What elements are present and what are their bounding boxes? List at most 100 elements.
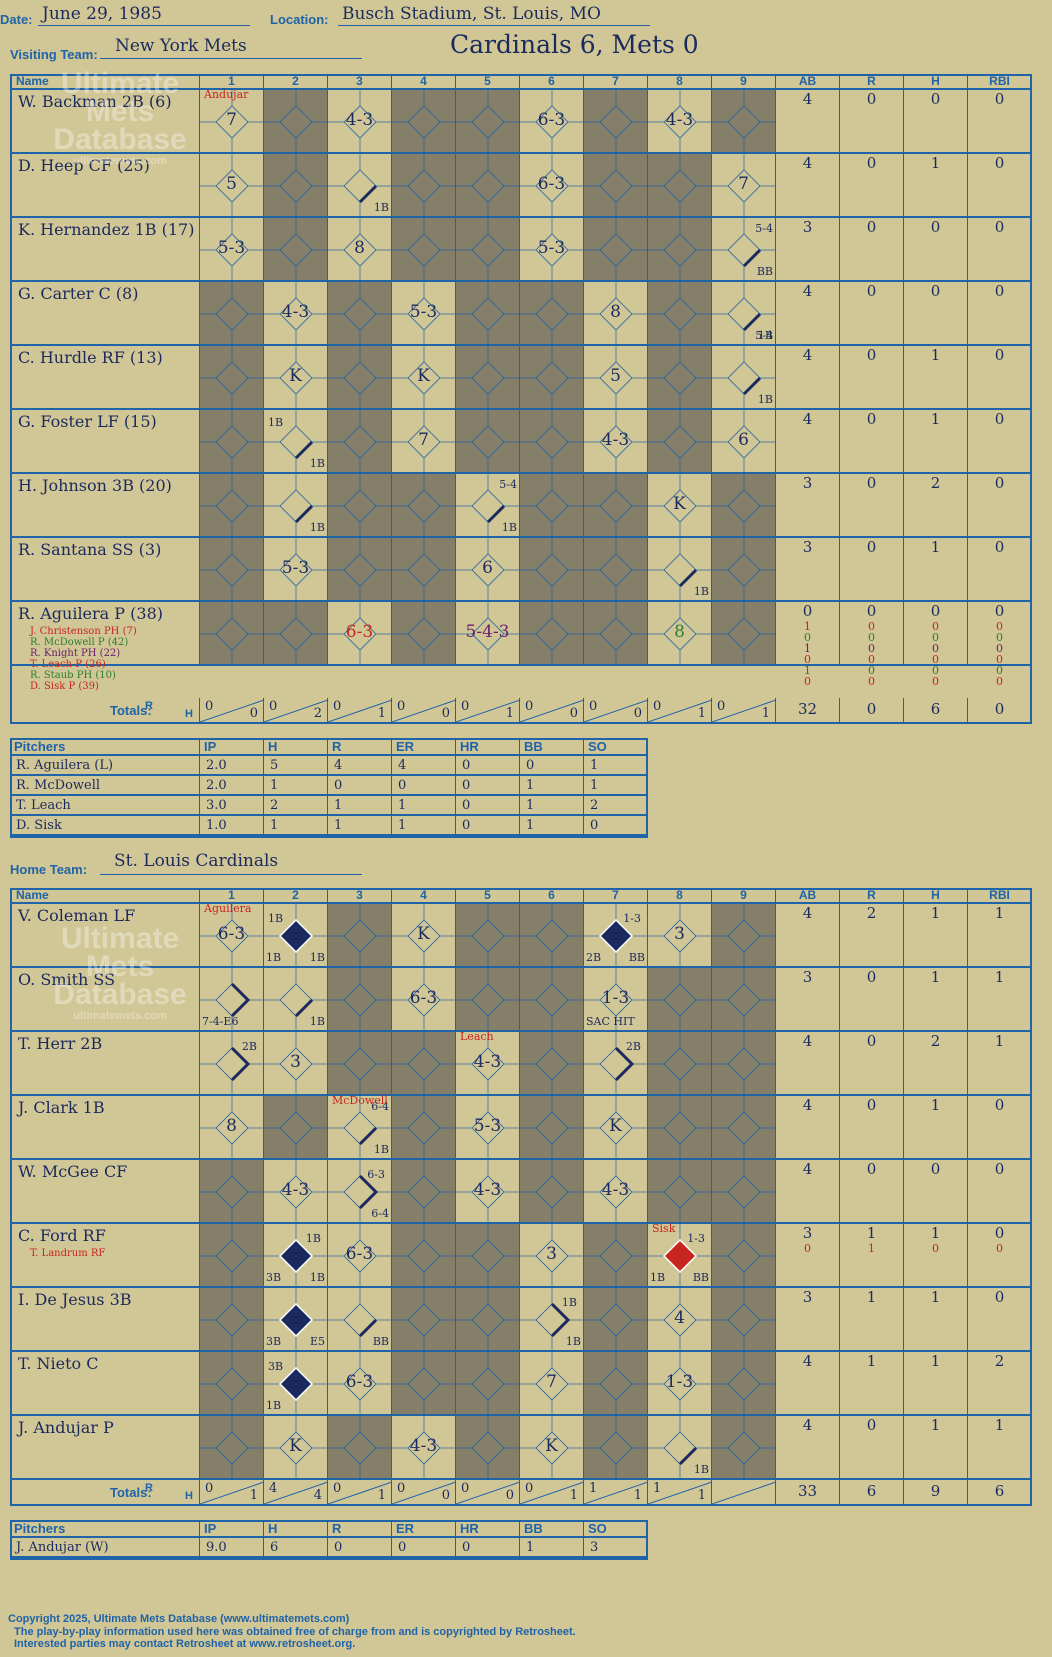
diamond-icon xyxy=(200,1224,264,1288)
stat-r: 0 xyxy=(840,346,904,410)
pitcher-stat: 1.0 xyxy=(200,816,264,836)
visitors-col-header: R xyxy=(840,74,904,90)
total-value: 6 xyxy=(930,700,941,718)
visitors-col-header: 6 xyxy=(520,74,584,90)
visitors-col-header: 9 xyxy=(712,74,776,90)
home-col-header: 8 xyxy=(648,888,712,904)
pitcher-change-note: Aguilera xyxy=(204,902,252,915)
diamond-icon xyxy=(520,1096,584,1160)
pitcher-name: R. Aguilera (L) xyxy=(10,756,200,776)
pitcher-stat: 2 xyxy=(584,796,648,816)
diamond-icon xyxy=(392,1416,456,1480)
inning-cell xyxy=(328,904,392,968)
hit-label: 1B xyxy=(309,1015,325,1028)
inning-cell xyxy=(328,282,392,346)
play-result: 4-3 xyxy=(473,1180,502,1200)
player-row: I. De Jesus 3B xyxy=(10,1288,200,1352)
stat-value: 0 xyxy=(866,282,877,300)
inning-hits: 1 xyxy=(377,706,386,721)
stat-rbi: 0 xyxy=(968,538,1032,602)
pitcher-value: 0 xyxy=(462,818,471,833)
inning-hits: 0 xyxy=(441,706,450,721)
pitcher-stat: 9.0 xyxy=(200,1538,264,1558)
diamond-icon xyxy=(392,1160,456,1224)
visitors-col-header: RBI xyxy=(968,74,1032,90)
pitchers-header: BB xyxy=(520,738,584,756)
visitors-col-header: 7 xyxy=(584,74,648,90)
diamond-icon xyxy=(520,282,584,346)
home-col-header: 6 xyxy=(520,888,584,904)
total-h: 6 xyxy=(904,698,968,724)
stat-r: 0 xyxy=(840,282,904,346)
total-rbi: 6 xyxy=(968,1480,1032,1506)
play-result: K xyxy=(289,366,302,386)
inning-cell: 1B 6-4 McDowell xyxy=(328,1094,392,1160)
stat-value: 0 xyxy=(930,90,941,108)
diamond-icon xyxy=(328,602,392,666)
pitcher-stat: 0 xyxy=(328,1538,392,1558)
play-result: 5 xyxy=(610,366,621,386)
player-row: J. Clark 1B xyxy=(10,1096,200,1160)
inning-cell xyxy=(456,1416,520,1480)
inning-cell: 1-3 2B BB xyxy=(584,904,648,968)
stat-rbi: 0 xyxy=(968,1160,1032,1224)
inning-cell: 7 xyxy=(712,154,776,218)
diamond-icon xyxy=(328,90,392,154)
stat-rbi: 0 xyxy=(968,282,1032,346)
play-result: 7 xyxy=(738,174,749,194)
sub-stat-value: 0 xyxy=(804,653,811,666)
play-result: 5-3 xyxy=(473,1116,502,1136)
diamond-icon xyxy=(456,218,520,282)
diamond-icon xyxy=(712,282,776,346)
inning-cell: 8 xyxy=(648,602,712,666)
stat-r: 1 xyxy=(840,1352,904,1416)
diamond-icon xyxy=(264,1288,328,1352)
inning-cell xyxy=(392,602,456,666)
diamond-icon xyxy=(584,1160,648,1224)
pitcher-value: 1 xyxy=(334,798,343,813)
inning-runs: 0 xyxy=(397,699,406,714)
diamond-icon xyxy=(328,1032,392,1096)
diamond-icon xyxy=(520,968,584,1032)
inning-cell: 3B E5 xyxy=(264,1288,328,1352)
stat-value: 2 xyxy=(930,474,941,492)
stat-r: 1 xyxy=(840,1288,904,1352)
slash-divider xyxy=(456,699,520,723)
diamond-icon xyxy=(264,1224,328,1288)
diamond-icon xyxy=(648,1224,712,1288)
play-result: 6-3 xyxy=(537,110,566,130)
diamond-icon xyxy=(712,410,776,474)
inning-runs: 0 xyxy=(205,699,214,714)
inning-cell xyxy=(584,602,648,666)
inning-cell xyxy=(456,1224,520,1288)
inning-cell xyxy=(200,282,264,346)
inning-cell: 1B xyxy=(648,1416,712,1480)
date-value: June 29, 1985 xyxy=(42,4,162,24)
diamond-icon xyxy=(264,90,328,154)
totals-label: Totals: xyxy=(110,703,152,718)
diamond-icon xyxy=(328,474,392,538)
slash-divider xyxy=(712,1481,776,1505)
stat-rbi: 0 xyxy=(968,410,1032,474)
stat-value: 1 xyxy=(994,1032,1005,1050)
stat-value: 0 xyxy=(866,346,877,364)
diamond-icon xyxy=(584,602,648,666)
diamond-icon xyxy=(328,538,392,602)
stat-value: 0 xyxy=(994,346,1005,364)
inning-cell: 5 xyxy=(200,154,264,218)
play-result: 4-3 xyxy=(601,430,630,450)
diamond-icon xyxy=(392,968,456,1032)
inning-cell xyxy=(712,968,776,1032)
pitchers-header: ER xyxy=(392,1520,456,1538)
home-col-header: 9 xyxy=(712,888,776,904)
stat-ab: 4 xyxy=(776,1160,840,1224)
inning-cell xyxy=(264,154,328,218)
diamond-icon xyxy=(520,90,584,154)
inning-cell xyxy=(328,410,392,474)
diamond-icon xyxy=(648,1160,712,1224)
stat-value: 0 xyxy=(994,1224,1005,1242)
pitcher-stat: 1 xyxy=(264,776,328,796)
